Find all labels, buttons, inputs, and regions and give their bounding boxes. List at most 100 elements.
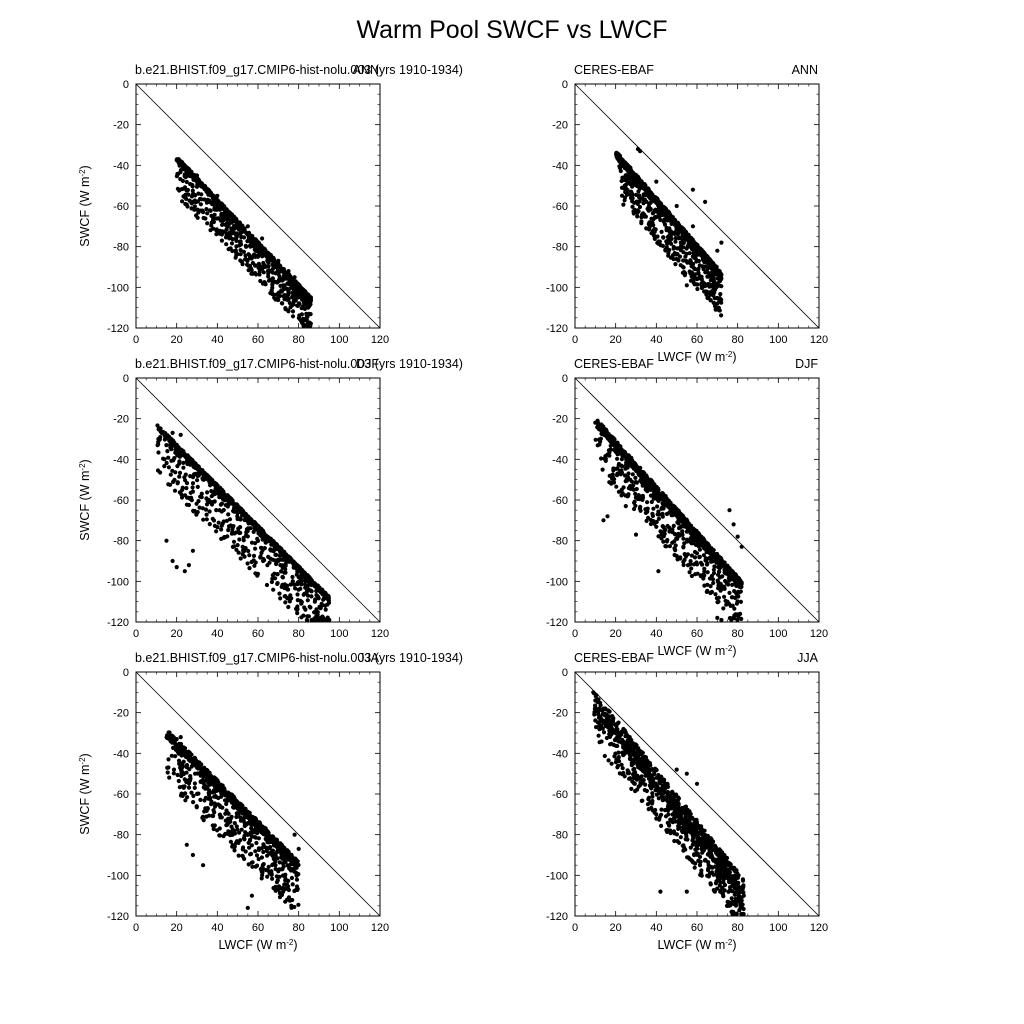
scatter-point — [630, 199, 635, 204]
scatter-point — [639, 221, 644, 226]
scatter-point — [205, 197, 210, 202]
scatter-point — [644, 226, 649, 231]
scatter-point — [657, 212, 662, 217]
scatter-point — [674, 203, 679, 209]
scatter-point — [619, 193, 625, 198]
scatter-point — [688, 271, 693, 276]
scatter-point — [325, 602, 330, 607]
scatter-point — [247, 566, 252, 571]
scatter-point — [190, 481, 196, 486]
scatter-point — [671, 523, 676, 529]
scatter-point — [169, 458, 174, 463]
scatter-point — [300, 288, 305, 293]
scatter-point — [664, 544, 669, 549]
scatter-point — [274, 292, 279, 297]
scatter-point — [166, 455, 171, 460]
y-tick-label: 0 — [123, 79, 129, 91]
panel-left-label: CERES-EBAF — [574, 63, 654, 77]
scatter-point — [629, 479, 635, 484]
scatter-point — [278, 596, 283, 601]
scatter-point — [299, 568, 304, 573]
scatter-point — [635, 208, 640, 213]
scatter-point — [184, 188, 189, 193]
scatter-point — [705, 561, 710, 566]
scatter-point — [304, 617, 309, 623]
scatter-point — [278, 283, 283, 288]
scatter-point — [180, 199, 185, 204]
scatter-point — [245, 258, 250, 264]
scatter-point — [208, 228, 213, 233]
scatter-point — [187, 169, 192, 174]
scatter-point — [240, 544, 245, 550]
scatter-point — [175, 453, 180, 458]
scatter-point — [633, 475, 638, 480]
scatter-panel-djf-3: 0 20 40 60 80 100 1200-20-40-60-80-100-120CERE… — [546, 357, 828, 658]
scatter-point — [258, 245, 263, 250]
scatter-point — [650, 211, 655, 216]
scatter-point — [219, 536, 224, 542]
scatter-point — [245, 239, 250, 244]
scatter-point — [283, 567, 288, 572]
scatter-point — [285, 587, 290, 592]
scatter-point — [232, 544, 237, 549]
scatter-point — [254, 272, 259, 277]
scatter-point — [183, 472, 188, 477]
scatter-point — [188, 182, 193, 187]
y-tick-label: -20 — [113, 414, 129, 426]
scatter-point — [253, 546, 258, 551]
scatter-point — [235, 252, 240, 257]
scatter-point — [214, 227, 219, 232]
scatter-point — [227, 230, 232, 235]
scatter-point — [652, 229, 657, 234]
scatter-point — [688, 562, 693, 567]
scatter-point — [301, 316, 306, 321]
scatter-point — [243, 253, 248, 258]
scatter-point — [290, 574, 295, 580]
scatter-point — [245, 561, 250, 566]
scatter-point — [210, 516, 215, 522]
x-tick-label: 60 — [691, 334, 703, 346]
panel-left-label: b.e21.BHIST.f09_g17.CMIP6-hist-nolu.003 … — [135, 63, 463, 77]
scatter-point — [195, 484, 200, 489]
scatter-point — [172, 488, 178, 493]
scatter-point — [241, 249, 246, 254]
scatter-point — [252, 563, 257, 568]
panel-season-label: DJF — [795, 357, 818, 371]
scatter-point — [688, 536, 693, 541]
scatter-point — [694, 551, 700, 556]
scatter-point — [307, 604, 312, 609]
scatter-point — [218, 502, 223, 507]
scatter-point — [632, 175, 637, 180]
scatter-point — [615, 456, 620, 461]
scatter-point — [165, 449, 170, 454]
scatter-point — [714, 596, 720, 601]
scatter-point — [242, 513, 247, 518]
scatter-point — [274, 559, 279, 564]
scatter-point — [674, 510, 679, 515]
scatter-point — [648, 206, 653, 212]
scatter-point — [628, 484, 633, 489]
scatter-point — [277, 591, 282, 596]
scatter-point — [278, 293, 283, 298]
scatter-point — [229, 241, 235, 246]
scatter-point — [261, 531, 266, 536]
scatter-point — [727, 570, 732, 575]
scatter-point — [246, 230, 252, 235]
scatter-point — [719, 240, 724, 245]
scatter-point — [195, 463, 200, 468]
scatter-point — [205, 221, 210, 226]
scatter-point — [684, 517, 689, 522]
scatter-point — [250, 236, 255, 241]
scatter-point — [246, 548, 251, 554]
scatter-point — [602, 427, 608, 432]
scatter-point — [676, 236, 682, 241]
scatter-point — [693, 256, 698, 261]
scatter-point — [649, 216, 654, 221]
scatter-point — [619, 178, 624, 184]
scatter-point — [243, 243, 248, 248]
scatter-point — [633, 532, 639, 537]
scatter-point — [731, 522, 736, 527]
scatter-point — [270, 266, 275, 271]
scatter-point — [616, 154, 621, 160]
